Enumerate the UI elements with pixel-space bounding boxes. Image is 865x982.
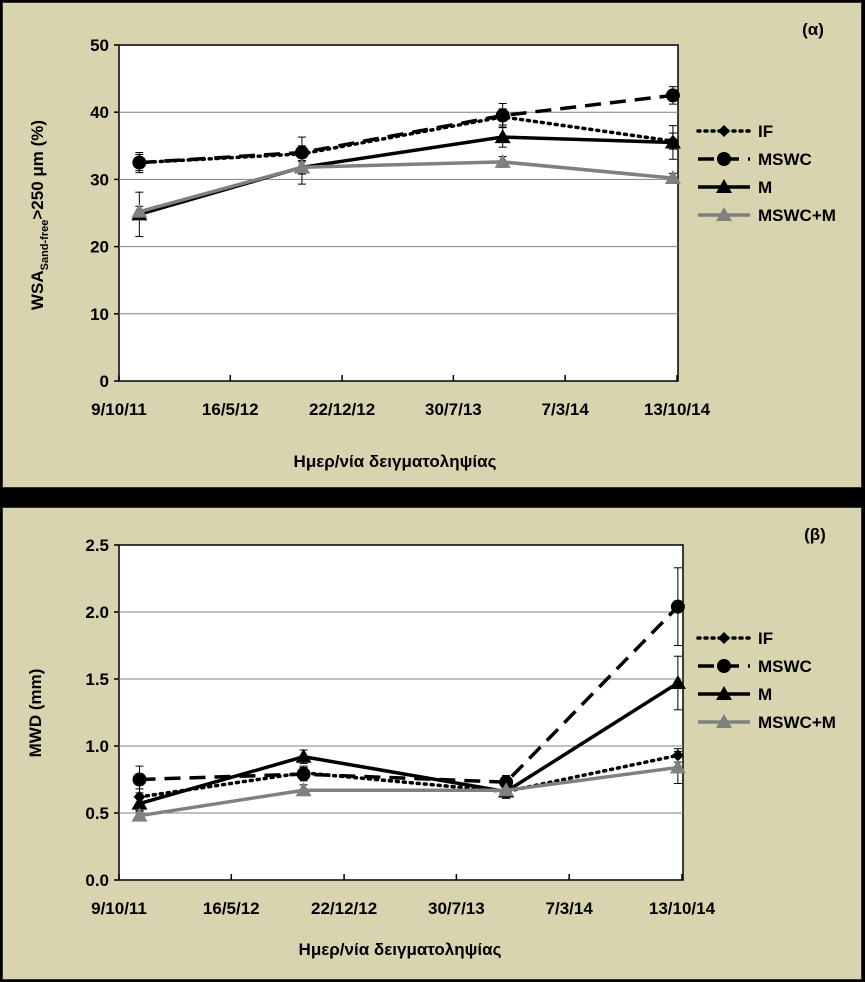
chart-b-series-line-if [137, 753, 680, 799]
chart-a-legend-item-if: IF [696, 122, 773, 141]
chart-b-point-m [669, 675, 686, 690]
chart-b-legend-label-mswc: MSWC [758, 657, 812, 676]
chart-a-xlabel: Ημερ/νία δειγματοληψίας [294, 452, 497, 471]
chart-b-series-line-mswc-m [139, 765, 679, 818]
chart-a-panel-label: (α) [802, 20, 824, 39]
chart-a-x-tick-label: 13/10/14 [644, 400, 711, 419]
chart-b-x-tick-label: 22/12/12 [311, 899, 377, 918]
chart-b-legend-item-if: IF [696, 629, 773, 648]
chart-b-series-line-m [139, 681, 679, 806]
chart-b-xlabel: Ημερ/νία δειγματοληψίας [299, 940, 502, 959]
chart-b-point-mswc [132, 772, 147, 787]
chart-a-ylabel-rest: >250 μm (%) [28, 120, 47, 220]
chart-b-x-tick-label: 30/7/13 [428, 899, 485, 918]
chart-b-y-tick-label: 2.5 [85, 536, 109, 555]
chart-b-x-tick-label: 16/5/12 [203, 899, 260, 918]
chart-b-legend-label-mswc-m: MSWC+M [758, 713, 836, 732]
chart-a-legend-marker-if [718, 125, 730, 137]
chart-a-series-line-mswc-m [138, 160, 674, 214]
chart-a-legend-marker-m [716, 179, 732, 193]
chart-b-legend-item-m: M [698, 685, 772, 704]
chart-panel-b: (β) Ημερ/νία δειγματοληψίας MWD (mm) 0.0… [2, 507, 862, 980]
chart-a-y-tick-label: 10 [90, 305, 109, 324]
chart-a-ylabel-sub: Sand-free [39, 220, 51, 271]
chart-b-panel-label: (β) [804, 525, 826, 544]
chart-b-y-tick-label: 0.0 [85, 871, 109, 890]
chart-b-legend-item-mswc-m: MSWC+M [698, 713, 836, 732]
chart-a-point-mswc-m [293, 159, 310, 174]
chart-a-y-tick-label: 0 [100, 372, 109, 391]
chart-a-legend-label-if: IF [758, 122, 773, 141]
chart-b-legend-marker-m [716, 686, 732, 700]
chart-a-point-mswc [294, 145, 309, 160]
chart-a-x-tick-label: 22/12/12 [309, 400, 375, 419]
chart-b-point-mswc-m [669, 759, 686, 774]
chart-b-point-mswc [499, 775, 514, 790]
chart-a-point-m [664, 134, 681, 149]
chart-a-legend-label-mswc-m: MSWC+M [758, 206, 836, 225]
chart-a-point-mswc-m [131, 203, 148, 218]
chart-a-point-m [494, 129, 511, 144]
chart-a-plot-area [118, 44, 679, 382]
chart-panel-a: (α) Ημερ/νία δειγματοληψίας WSASand-free… [2, 2, 862, 488]
chart-b-point-mswc [296, 767, 311, 782]
chart-a-series-line-mswc [139, 93, 674, 165]
chart-a-legend-label-m: M [758, 178, 772, 197]
chart-b-series-mswc [132, 599, 685, 790]
chart-b-x-tick-label: 13/10/14 [649, 899, 716, 918]
chart-a-ylabel: WSASand-free>250 μm (%) [28, 120, 51, 310]
chart-a-series-mswc-m [131, 153, 681, 218]
chart-a-y-tick-label: 20 [90, 238, 109, 257]
chart-a-legend-marker-mswc [717, 152, 731, 166]
chart-a-series-mswc [132, 88, 680, 170]
chart-a-y-tick-label: 30 [90, 170, 109, 189]
chart-b-y-tick-label: 1.0 [85, 737, 109, 756]
chart-a-legend-marker-mswc-m [716, 207, 732, 221]
chart-a-y-tick-label: 40 [90, 103, 109, 122]
chart-b-point-mswc [670, 599, 685, 614]
chart-b-legend-marker-mswc [717, 659, 731, 673]
chart-b-point-if [671, 749, 684, 762]
chart-a-point-mswc [665, 88, 680, 103]
chart-a-x-tick-label: 16/5/12 [202, 400, 259, 419]
chart-b-point-m [295, 748, 312, 763]
chart-a-x-tick-label: 9/10/11 [91, 400, 147, 419]
chart-a-svg: (α) Ημερ/νία δειγματοληψίας WSASand-free… [28, 20, 836, 471]
chart-b-legend-label-if: IF [758, 629, 773, 648]
chart-a-point-mswc [132, 155, 147, 170]
chart-b-legend-marker-if [718, 632, 730, 644]
chart-b-y-tick-label: 0.5 [85, 804, 109, 823]
chart-a-point-mswc-m [494, 153, 511, 168]
chart-b-legend-marker-mswc-m [716, 714, 732, 728]
chart-a-point-mswc-m [664, 170, 681, 185]
chart-b-point-mswc-m [131, 807, 148, 822]
chart-a-x-tick-label: 7/3/14 [542, 400, 590, 419]
chart-a-y-tick-label: 50 [90, 36, 109, 55]
chart-b-svg: (β) Ημερ/νία δειγματοληψίας MWD (mm) 0.0… [26, 525, 836, 959]
chart-b-x-tick-label: 7/3/14 [546, 899, 594, 918]
chart-a-x-tick-label: 30/7/13 [425, 400, 482, 419]
chart-b-y-tick-label: 2.0 [85, 603, 109, 622]
chart-b-plot-area [118, 544, 684, 881]
chart-b-ylabel: MWD (mm) [26, 669, 45, 758]
chart-a-point-mswc [495, 108, 510, 123]
chart-a-legend-item-mswc: MSWC [698, 150, 812, 169]
chart-a-legend-label-mswc: MSWC [758, 150, 812, 169]
chart-a-ylabel-main: WSA [28, 270, 47, 310]
chart-b-legend-label-m: M [758, 685, 772, 704]
chart-b-x-tick-label: 9/10/11 [91, 899, 147, 918]
chart-b-legend-item-mswc: MSWC [698, 657, 812, 676]
chart-b-point-mswc-m [498, 782, 515, 797]
chart-b-series-line-mswc [139, 605, 680, 784]
chart-b-series-mswc-m [131, 759, 686, 822]
chart-a-legend-item-m: M [698, 178, 772, 197]
chart-b-point-mswc-m [295, 782, 312, 797]
chart-b-point-m [131, 795, 148, 810]
chart-a-legend-item-mswc-m: MSWC+M [698, 206, 836, 225]
chart-b-y-tick-label: 1.5 [85, 670, 109, 689]
